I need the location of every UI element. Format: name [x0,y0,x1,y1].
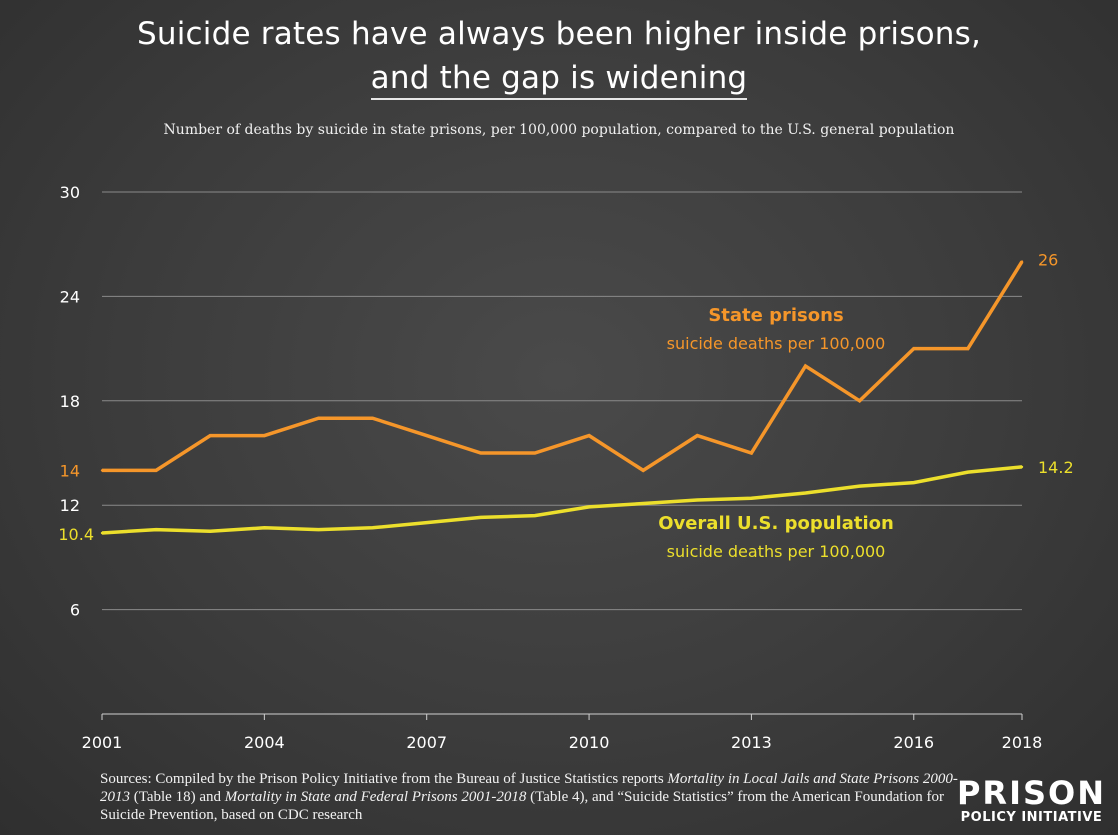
data-point-us-population [641,502,645,505]
y-tick-label: 6 [70,601,80,620]
data-point-state-prisons [533,451,537,455]
x-tick-label: 2001 [82,733,123,752]
end-value-label-us-population: 14.2 [1038,458,1074,477]
legend-us-population: Overall U.S. population [658,513,894,534]
x-tick-label: 2018 [1002,733,1043,752]
data-point-state-prisons [317,417,320,420]
x-tick-label: 2013 [731,733,772,752]
line-chart: 30 24 18 12 6 2001 2004 2007 2010 2013 2016 2018 14 2… [58,183,1074,752]
legend-state-prisons-sublabel: suicide deaths per 100,000 [667,334,886,353]
chart-title: Suicide rates have always been higher in… [0,12,1118,100]
data-point-us-population [371,526,374,530]
data-point-state-prisons [587,434,591,437]
data-point-state-prisons [858,399,861,402]
data-point-us-population [209,530,212,533]
y-tick-label: 24 [60,287,80,306]
data-point-us-population [425,521,428,524]
x-tick-label: 2010 [569,733,610,752]
legend-state-prisons: State prisons [708,305,843,326]
data-point-state-prisons [209,434,212,437]
logo-line-1: PRISON [956,774,1106,812]
data-point-state-prisons [100,469,104,472]
data-point-us-population [750,497,753,500]
prison-policy-initiative-logo: PRISON POLICY INITIATIVE [957,776,1106,825]
data-point-state-prisons [912,347,915,350]
y-tick-label: 18 [60,392,80,411]
series-line-us-population [101,465,1023,535]
data-point-us-population [100,531,104,535]
start-value-label-us-population: 10.4 [58,525,94,544]
data-point-state-prisons [641,469,645,472]
data-point-state-prisons [966,347,970,350]
sources-report-1: Mortality in Local Jails and State Priso… [100,771,958,805]
y-tick-label: 30 [60,183,80,202]
data-point-state-prisons [696,434,699,437]
data-point-us-population [696,498,699,502]
end-value-label-state-prisons: 26 [1038,251,1058,270]
logo-line-2: POLICY INITIATIVE [960,810,1103,825]
data-point-state-prisons [154,469,158,472]
x-tick-label: 2004 [244,733,285,752]
chart-subtitle: Number of deaths by suicide in state pri… [163,122,955,138]
data-point-us-population [912,481,915,484]
start-value-label-state-prisons: 14 [60,461,80,480]
data-point-state-prisons [425,434,428,437]
legend-us-population-sublabel: suicide deaths per 100,000 [667,542,886,561]
title-line-2: and the gap is widening [370,60,748,100]
data-point-us-population [317,528,320,531]
data-point-state-prisons [479,451,483,455]
data-point-state-prisons [804,364,807,368]
x-tick-label: 2007 [406,733,447,752]
data-point-us-population [533,514,537,517]
data-point-us-population [804,491,807,495]
title-line-1: Suicide rates have always been higher in… [136,16,981,52]
sources-report-2: Mortality in State and Federal Prisons 2… [224,789,527,805]
sources-prefix: Sources: Compiled by the Prison Policy I… [100,771,668,787]
data-point-us-population [966,470,970,474]
data-point-state-prisons [750,451,753,455]
data-point-us-population [587,505,591,509]
sources-mid-2: (Table 4), and “Suicide Statistics” from… [100,789,944,823]
data-point-us-population [479,516,483,519]
data-point-us-population [1020,465,1024,469]
data-point-us-population [154,528,158,531]
sources-note: Sources: Compiled by the Prison Policy I… [100,770,960,824]
data-point-state-prisons [1020,260,1024,263]
series-line-state-prisons [102,260,1024,473]
sources-mid-1: (Table 18) and [130,789,225,805]
data-point-us-population [858,484,861,488]
data-point-state-prisons [263,434,266,437]
data-point-us-population [263,526,266,530]
x-tick-label: 2016 [893,733,934,752]
data-point-state-prisons [371,417,374,420]
y-tick-label: 12 [60,496,80,515]
